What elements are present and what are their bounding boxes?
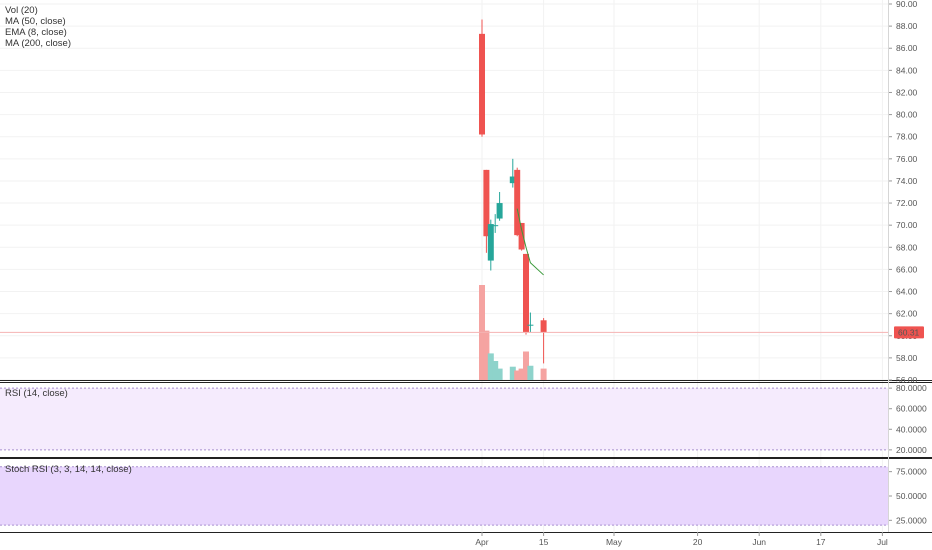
candle-body: [518, 222, 525, 250]
volume-bar: [518, 368, 525, 380]
volume-bar: [527, 365, 534, 380]
volume-bar: [509, 366, 516, 380]
candle-body: [479, 33, 485, 135]
grid: [0, 0, 888, 532]
x-tick-label: May: [606, 537, 623, 547]
y-tick-label: 90.00: [896, 0, 918, 9]
y-tick-label: 88.00: [896, 21, 918, 31]
y-tick-label: 64.00: [896, 287, 918, 297]
x-tick-label: Apr: [475, 537, 488, 547]
x-tick-label: 15: [539, 537, 549, 547]
y-tick-label: 70.00: [896, 220, 918, 230]
y-tick-label: 20.0000: [896, 445, 927, 455]
x-tick-label: Jul: [877, 537, 888, 547]
y-tick-label: 80.0000: [896, 383, 927, 393]
y-tick-label: 84.00: [896, 65, 918, 75]
last-price-badge: [894, 326, 924, 339]
volume-bar: [492, 361, 499, 380]
candle-body: [509, 176, 516, 184]
candle-body: [540, 320, 547, 333]
rsi-title[interactable]: RSI (14, close): [5, 388, 68, 399]
legend-ma200[interactable]: MA (200, close): [5, 38, 71, 49]
y-tick-label: 86.00: [896, 43, 918, 53]
indicator-legend: Vol (20) MA (50, close) EMA (8, close) M…: [5, 5, 71, 49]
y-tick-label: 80.00: [896, 110, 918, 120]
ema-line: [516, 208, 544, 276]
volume-bar: [514, 370, 521, 380]
last-price-label: 60.31: [898, 327, 920, 337]
stoch-band: [0, 466, 888, 526]
y-tick-label: 82.00: [896, 87, 918, 97]
x-tick-label: 20: [693, 537, 703, 547]
y-tick-label: 72.00: [896, 198, 918, 208]
volume-bar: [487, 353, 494, 380]
y-tick-label: 68.00: [896, 242, 918, 252]
candle-body: [527, 324, 534, 326]
legend-ma50[interactable]: MA (50, close): [5, 16, 66, 27]
candle-body: [487, 224, 494, 261]
legend-vol[interactable]: Vol (20): [5, 5, 38, 16]
volume-bar: [523, 351, 529, 380]
axes: [0, 0, 932, 533]
y-tick-label: 25.0000: [896, 515, 927, 525]
x-tick-label: Jun: [752, 537, 766, 547]
y-tick-label: 66.00: [896, 264, 918, 274]
y-axis-labels: 56.0058.0060.0062.0064.0066.0068.0070.00…: [889, 0, 927, 525]
candle-body: [483, 169, 490, 237]
candle-body: [514, 169, 521, 236]
volume-bar: [483, 330, 490, 380]
y-tick-label: 75.0000: [896, 467, 927, 477]
y-tick-label: 62.00: [896, 309, 918, 319]
y-tick-label: 60.0000: [896, 404, 927, 414]
candles: [479, 19, 547, 364]
x-tick-label: 17: [816, 537, 826, 547]
candle-body: [496, 203, 503, 219]
y-tick-label: 56.00: [896, 375, 918, 385]
y-tick-label: 58.00: [896, 353, 918, 363]
y-tick-label: 74.00: [896, 176, 918, 186]
x-axis-labels: Apr 15 May 20 Jun 17 Jul: [475, 532, 888, 547]
rsi-band: [0, 388, 888, 450]
candle-body: [523, 253, 529, 333]
stoch-rsi-title[interactable]: Stoch RSI (3, 3, 14, 14, close): [5, 464, 132, 475]
y-tick-label: 40.0000: [896, 424, 927, 434]
volume-bar: [540, 368, 547, 380]
last-price-tag: 60.31: [894, 326, 924, 339]
y-tick-label: 76.00: [896, 154, 918, 164]
y-tick-label: 78.00: [896, 132, 918, 142]
volume-bar: [496, 368, 503, 380]
legend-ema8[interactable]: EMA (8, close): [5, 27, 67, 38]
y-tick-label: 50.0000: [896, 491, 927, 501]
candle-body: [492, 225, 499, 227]
